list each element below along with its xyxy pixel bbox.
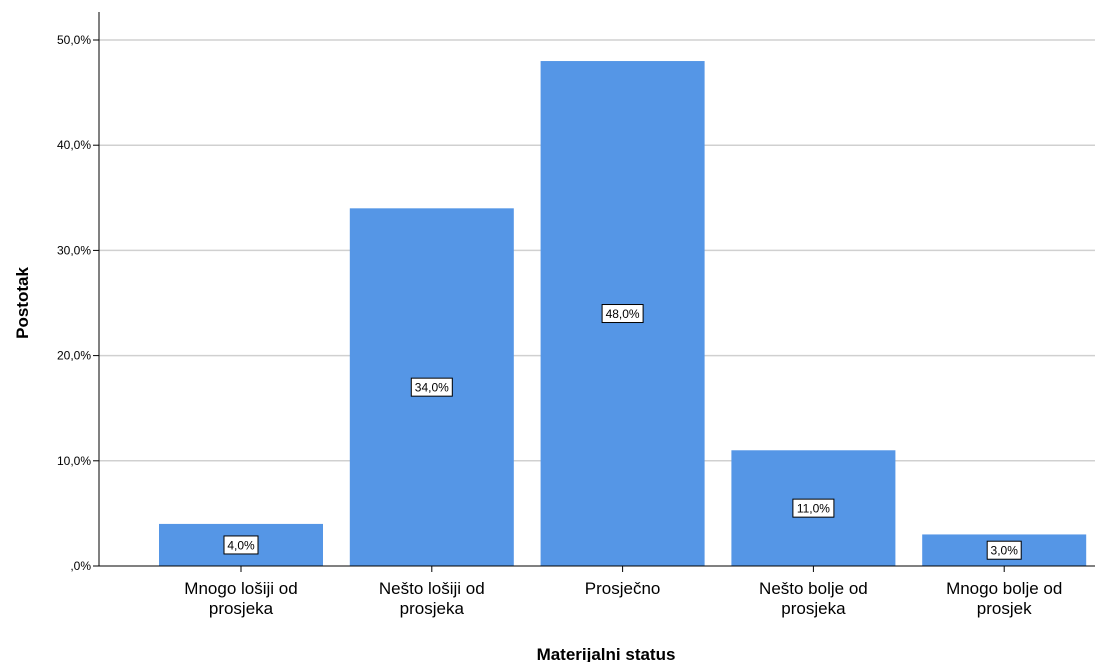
y-tick-label: ,0% (70, 559, 91, 573)
y-tick-label: 10,0% (57, 454, 91, 468)
data-label-box (223, 535, 259, 555)
y-axis-title: Postotak (13, 267, 32, 339)
x-tick-label: prosjeka (781, 599, 846, 618)
data-label: 4,0% (227, 538, 255, 552)
x-tick-label: Nešto bolje od (759, 579, 868, 598)
x-tick-label: prosjek (977, 599, 1032, 618)
x-tick-label: Prosječno (585, 579, 661, 598)
data-label-box (410, 377, 453, 397)
data-label: 34,0% (415, 381, 449, 395)
y-tick-label: 50,0% (57, 33, 91, 47)
y-tick-label: 20,0% (57, 349, 91, 363)
x-tick-label: Nešto lošiji od (379, 579, 485, 598)
data-label-box (792, 498, 835, 518)
data-label-box (601, 304, 644, 324)
y-tick-label: 40,0% (57, 138, 91, 152)
x-tick-label: Mnogo lošiji od (184, 579, 297, 598)
x-tick-label: prosjeka (400, 599, 465, 618)
data-label-box (986, 540, 1022, 560)
x-tick-label: Mnogo bolje od (946, 579, 1062, 598)
x-tick-label: prosjeka (209, 599, 274, 618)
y-tick-label: 30,0% (57, 243, 91, 257)
x-axis-title: Materijalni status (537, 645, 676, 662)
axis-layer: ,0% 10,0% 20,0% 30,0% 40,0% 50,0% (57, 12, 1095, 573)
data-label: 48,0% (606, 307, 640, 321)
data-label: 11,0% (797, 502, 830, 516)
data-label: 3,0% (991, 544, 1019, 558)
